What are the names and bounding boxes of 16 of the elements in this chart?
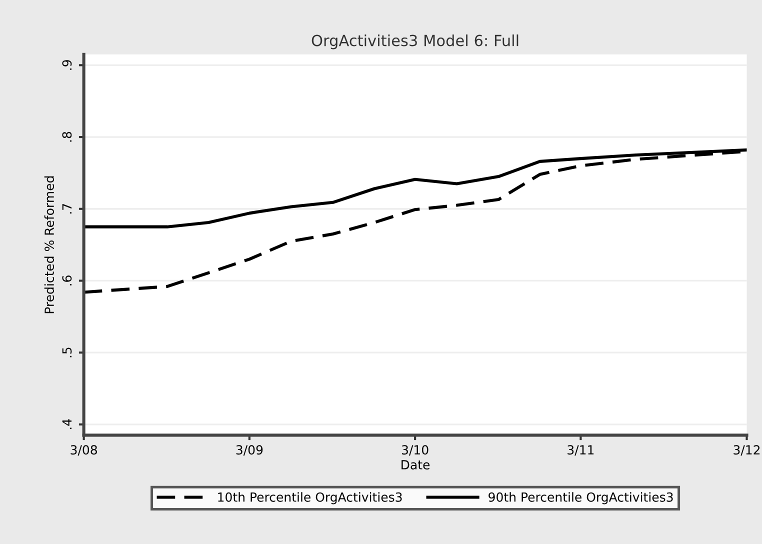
y-tick-label: .6 [62, 276, 72, 286]
x-tick-label: 3/08 [70, 445, 97, 456]
y-tick-label: .9 [62, 60, 72, 70]
x-axis-title: Date [402, 460, 430, 470]
y-axis-title: Predicted % Reformed [44, 176, 54, 314]
y-tick-label: .8 [62, 132, 72, 142]
x-tick-label: 3/11 [568, 445, 594, 456]
legend-label: 90th Percentile OrgActivities3 [488, 492, 673, 504]
y-tick-label: .4 [62, 419, 72, 430]
x-tick-label: 3/09 [236, 445, 263, 456]
y-tick-label: .7 [62, 204, 72, 214]
chart-title: OrgActivities3 Model 6: Full [312, 34, 518, 50]
x-tick-label: 3/10 [402, 445, 428, 456]
x-tick-label: 3/12 [734, 445, 760, 456]
y-tick-label: .5 [62, 348, 72, 358]
legend-label: 10th Percentile OrgActivities3 [218, 492, 402, 504]
